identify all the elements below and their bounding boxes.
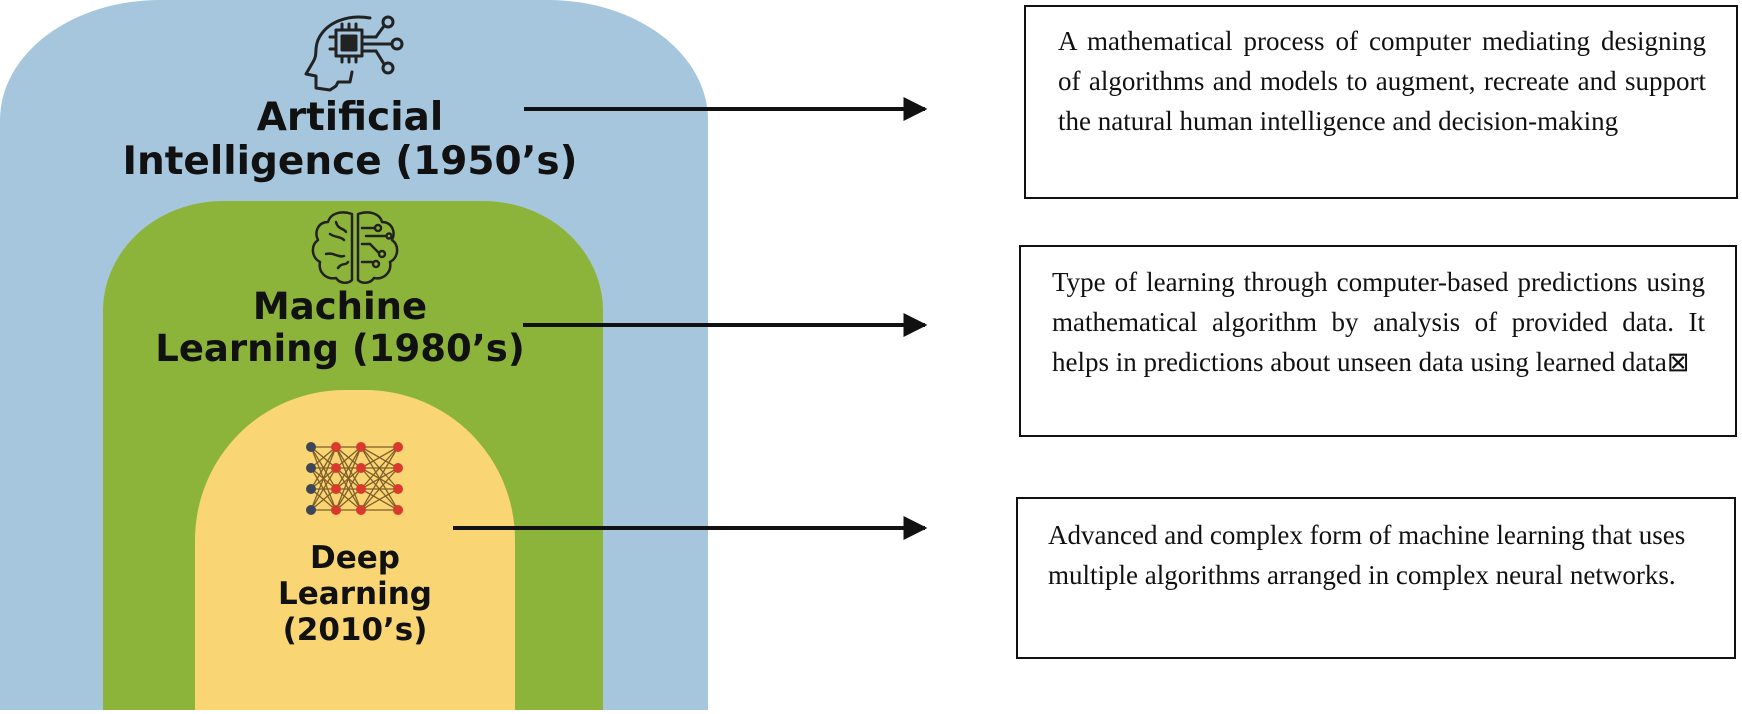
dl-description-text: Advanced and complex form of machine lea… xyxy=(1048,520,1686,590)
ml-description-text: Type of learning through computer-based … xyxy=(1052,267,1705,377)
ai-title: Artificial Intelligence (1950’s) xyxy=(122,95,578,184)
dl-title: Deep Learning (2010’s) xyxy=(278,540,432,648)
ml-description-box: Type of learning through computer-based … xyxy=(1019,245,1737,437)
dl-description-box: Advanced and complex form of machine lea… xyxy=(1016,497,1736,659)
dl-layer xyxy=(195,390,515,710)
ml-title: Machine Learning (1980’s) xyxy=(155,285,525,370)
ai-description-box: A mathematical process of computer media… xyxy=(1024,5,1738,199)
ai-description-text: A mathematical process of computer media… xyxy=(1058,26,1706,136)
